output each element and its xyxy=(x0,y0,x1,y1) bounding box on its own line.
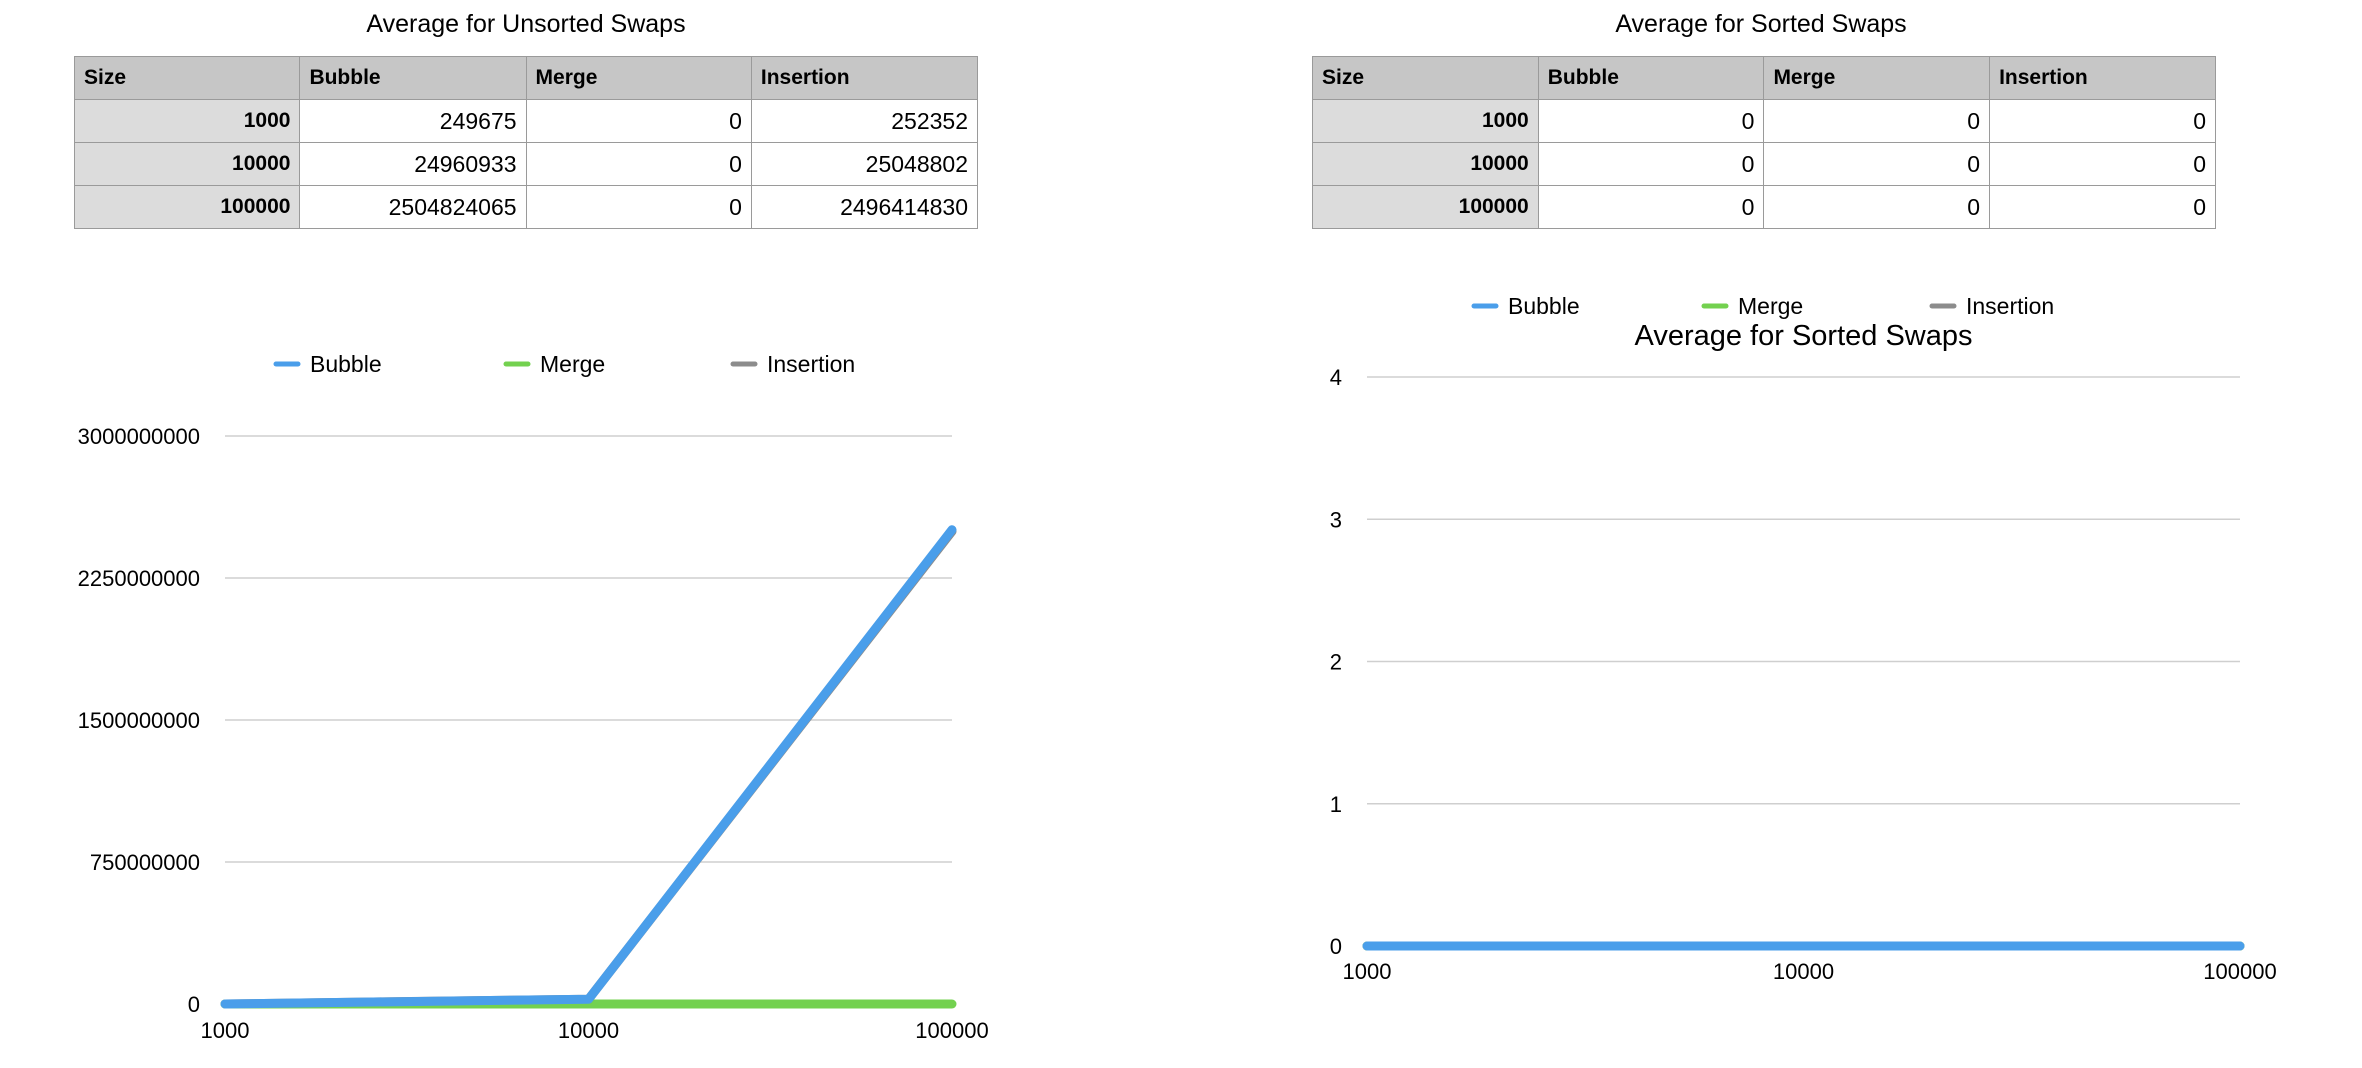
y-tick-label: 3000000000 xyxy=(78,424,200,449)
sorted-line-chart: 0 1 2 3 4 1000 10000 100000 Bubble Merge Insertion… xyxy=(1330,293,2277,984)
cell-merge: 0 xyxy=(1763,142,1991,186)
cell-merge: 0 xyxy=(525,142,752,186)
legend-label: Bubble xyxy=(310,351,382,377)
table-header-row: Size Bubble Merge Insertion xyxy=(73,56,979,100)
sorted-table: Size Bubble Merge Insertion 1000 0 0 0 1… xyxy=(1312,56,2216,229)
legend-label: Bubble xyxy=(1508,293,1580,319)
x-tick-label: 1000 xyxy=(1343,959,1392,984)
cell-insertion: 0 xyxy=(1989,185,2216,229)
data-point xyxy=(949,526,955,533)
table-row: 10000 24960933 0 25048802 xyxy=(73,142,979,186)
header-bubble: Bubble xyxy=(1537,56,1765,100)
header-merge: Merge xyxy=(1763,56,1991,100)
cell-bubble: 2504824065 xyxy=(299,185,527,229)
y-tick-label: 0 xyxy=(1330,934,1342,959)
data-point xyxy=(1800,943,1807,949)
header-insertion: Insertion xyxy=(1989,56,2216,100)
cell-bubble: 24960933 xyxy=(299,142,527,186)
legend-label: Insertion xyxy=(767,351,855,377)
table-row: 1000 249675 0 252352 xyxy=(73,99,979,143)
cell-insertion: 2496414830 xyxy=(750,185,979,229)
data-point xyxy=(949,1001,955,1007)
table-row: 100000 0 0 0 xyxy=(1312,185,2216,229)
cell-merge: 0 xyxy=(525,185,752,229)
y-tick-label: 2250000000 xyxy=(78,566,200,591)
y-tick-label: 750000000 xyxy=(90,850,200,875)
row-size: 100000 xyxy=(73,185,301,229)
row-size: 10000 xyxy=(73,142,301,186)
y-tick-label: 4 xyxy=(1330,365,1342,390)
unsorted-table-title: Average for Unsorted Swaps xyxy=(366,10,686,38)
y-tick-label: 1 xyxy=(1330,792,1342,817)
unsorted-panel: Average for Unsorted Swaps Size Bubble M… xyxy=(0,0,1100,1068)
y-tick-label: 1500000000 xyxy=(78,708,200,733)
cell-bubble: 0 xyxy=(1537,99,1765,143)
row-size: 100000 xyxy=(1312,185,1539,229)
y-tick-label: 3 xyxy=(1330,507,1342,532)
data-point xyxy=(585,996,592,1003)
cell-insertion: 252352 xyxy=(750,99,979,143)
cell-insertion: 0 xyxy=(1989,142,2216,186)
unsorted-table: Size Bubble Merge Insertion 1000 249675 … xyxy=(73,56,979,229)
header-merge: Merge xyxy=(525,56,752,100)
series-line-insertion xyxy=(220,526,957,1009)
cell-insertion: 25048802 xyxy=(750,142,979,186)
legend-label: Merge xyxy=(540,351,605,377)
x-tick-label: 1000 xyxy=(201,1018,250,1043)
x-tick-label: 100000 xyxy=(915,1018,988,1043)
header-size: Size xyxy=(1312,56,1539,100)
cell-merge: 0 xyxy=(525,99,752,143)
chart-title: Average for Sorted Swaps xyxy=(1635,320,1973,352)
x-tick-label: 100000 xyxy=(2203,959,2276,984)
legend-label: Merge xyxy=(1738,293,1803,319)
x-tick-label: 10000 xyxy=(558,1018,619,1043)
header-size: Size xyxy=(73,56,301,100)
data-point xyxy=(1364,943,1370,949)
cell-merge: 0 xyxy=(1763,185,1991,229)
table-row: 100000 2504824065 0 2496414830 xyxy=(73,185,979,229)
x-tick-label: 10000 xyxy=(1773,959,1834,984)
unsorted-line-chart: 0 750000000 1500000000 2250000000 3000000000… xyxy=(78,351,989,1043)
table-header-row: Size Bubble Merge Insertion xyxy=(1312,56,2216,100)
cell-bubble: 0 xyxy=(1537,185,1765,229)
cell-bubble: 0 xyxy=(1537,142,1765,186)
y-tick-label: 2 xyxy=(1330,650,1342,675)
sorted-table-title: Average for Sorted Swaps xyxy=(1615,10,1907,38)
series-line-bubble xyxy=(220,525,957,1009)
y-tick-label: 0 xyxy=(188,992,200,1017)
table-row: 1000 0 0 0 xyxy=(1312,99,2216,143)
header-insertion: Insertion xyxy=(750,56,979,100)
data-point xyxy=(2237,943,2243,949)
legend-label: Insertion xyxy=(1966,293,2054,319)
data-point xyxy=(222,1000,228,1007)
header-bubble: Bubble xyxy=(299,56,527,100)
cell-merge: 0 xyxy=(1763,99,1991,143)
sorted-panel: Average for Sorted Swaps Size Bubble Mer… xyxy=(1232,0,2332,1068)
row-size: 1000 xyxy=(73,99,301,143)
cell-bubble: 249675 xyxy=(299,99,527,143)
